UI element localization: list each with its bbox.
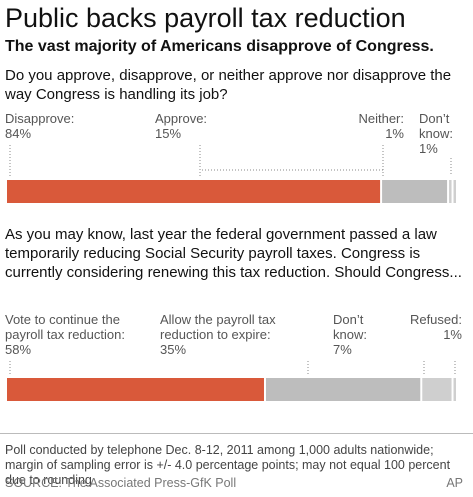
chart-title: Public backs payroll tax reduction: [5, 3, 406, 33]
value-label: 15%: [155, 126, 182, 141]
bar-segment: [7, 180, 381, 203]
category-label-line-1: Vote to continue the: [5, 312, 120, 327]
bar-segment: [453, 378, 456, 401]
leader-line: [199, 160, 383, 171]
value-label: 7%: [333, 342, 352, 357]
category-label: Approve:: [155, 111, 208, 126]
value-label: 35%: [160, 342, 187, 357]
category-label-line-2: payroll tax reduction:: [5, 327, 125, 342]
category-label: Neither:: [358, 111, 404, 126]
question-2: As you may know, last year the federal g…: [5, 226, 462, 281]
label-expire: Allow the payroll tax reduction to expir…: [160, 312, 276, 357]
category-label: Disapprove:: [5, 111, 75, 126]
bar-segment: [265, 378, 421, 401]
bar-segment: [449, 180, 452, 203]
label-continue: Vote to continue the payroll tax reducti…: [5, 312, 125, 357]
label-dont-know-2: Don’t know: 7%: [333, 312, 367, 357]
category-label-line-1: Don’t: [419, 111, 450, 126]
bar-segment: [453, 180, 456, 203]
bar-segment: [422, 378, 452, 401]
value-label: 1%: [385, 126, 404, 141]
category-label-line-2: know:: [419, 126, 453, 141]
category-label-line-2: know:: [333, 327, 367, 342]
question-1: Do you approve, disapprove, or neither a…: [5, 67, 452, 103]
category-label-line-2: reduction to expire:: [160, 327, 271, 342]
bar-segment: [7, 378, 264, 401]
bar-segment: [382, 180, 448, 203]
value-label: 84%: [5, 126, 32, 141]
value-label: 1%: [443, 327, 462, 342]
label-disapprove: Disapprove: 84%: [5, 111, 74, 141]
divider: [0, 433, 473, 434]
label-dont-know: Don’t know: 1%: [419, 111, 453, 156]
category-label-line-1: Allow the payroll tax: [160, 312, 276, 327]
category-label-line-1: Don’t: [333, 312, 364, 327]
credit: AP: [446, 476, 463, 490]
label-neither: Neither: 1%: [355, 111, 404, 141]
label-refused: Refused: 1%: [398, 312, 462, 342]
category-label: Refused:: [409, 312, 462, 327]
chart-subtitle: The vast majority of Americans disapprov…: [5, 38, 434, 55]
footnote: Poll conducted by telephone Dec. 8-12, 2…: [5, 443, 451, 487]
label-approve: Approve: 15%: [155, 111, 207, 141]
value-label: 1%: [419, 141, 438, 156]
value-label: 58%: [5, 342, 32, 357]
source-line: SOURCE: The Associated Press-GfK Poll: [5, 476, 237, 490]
